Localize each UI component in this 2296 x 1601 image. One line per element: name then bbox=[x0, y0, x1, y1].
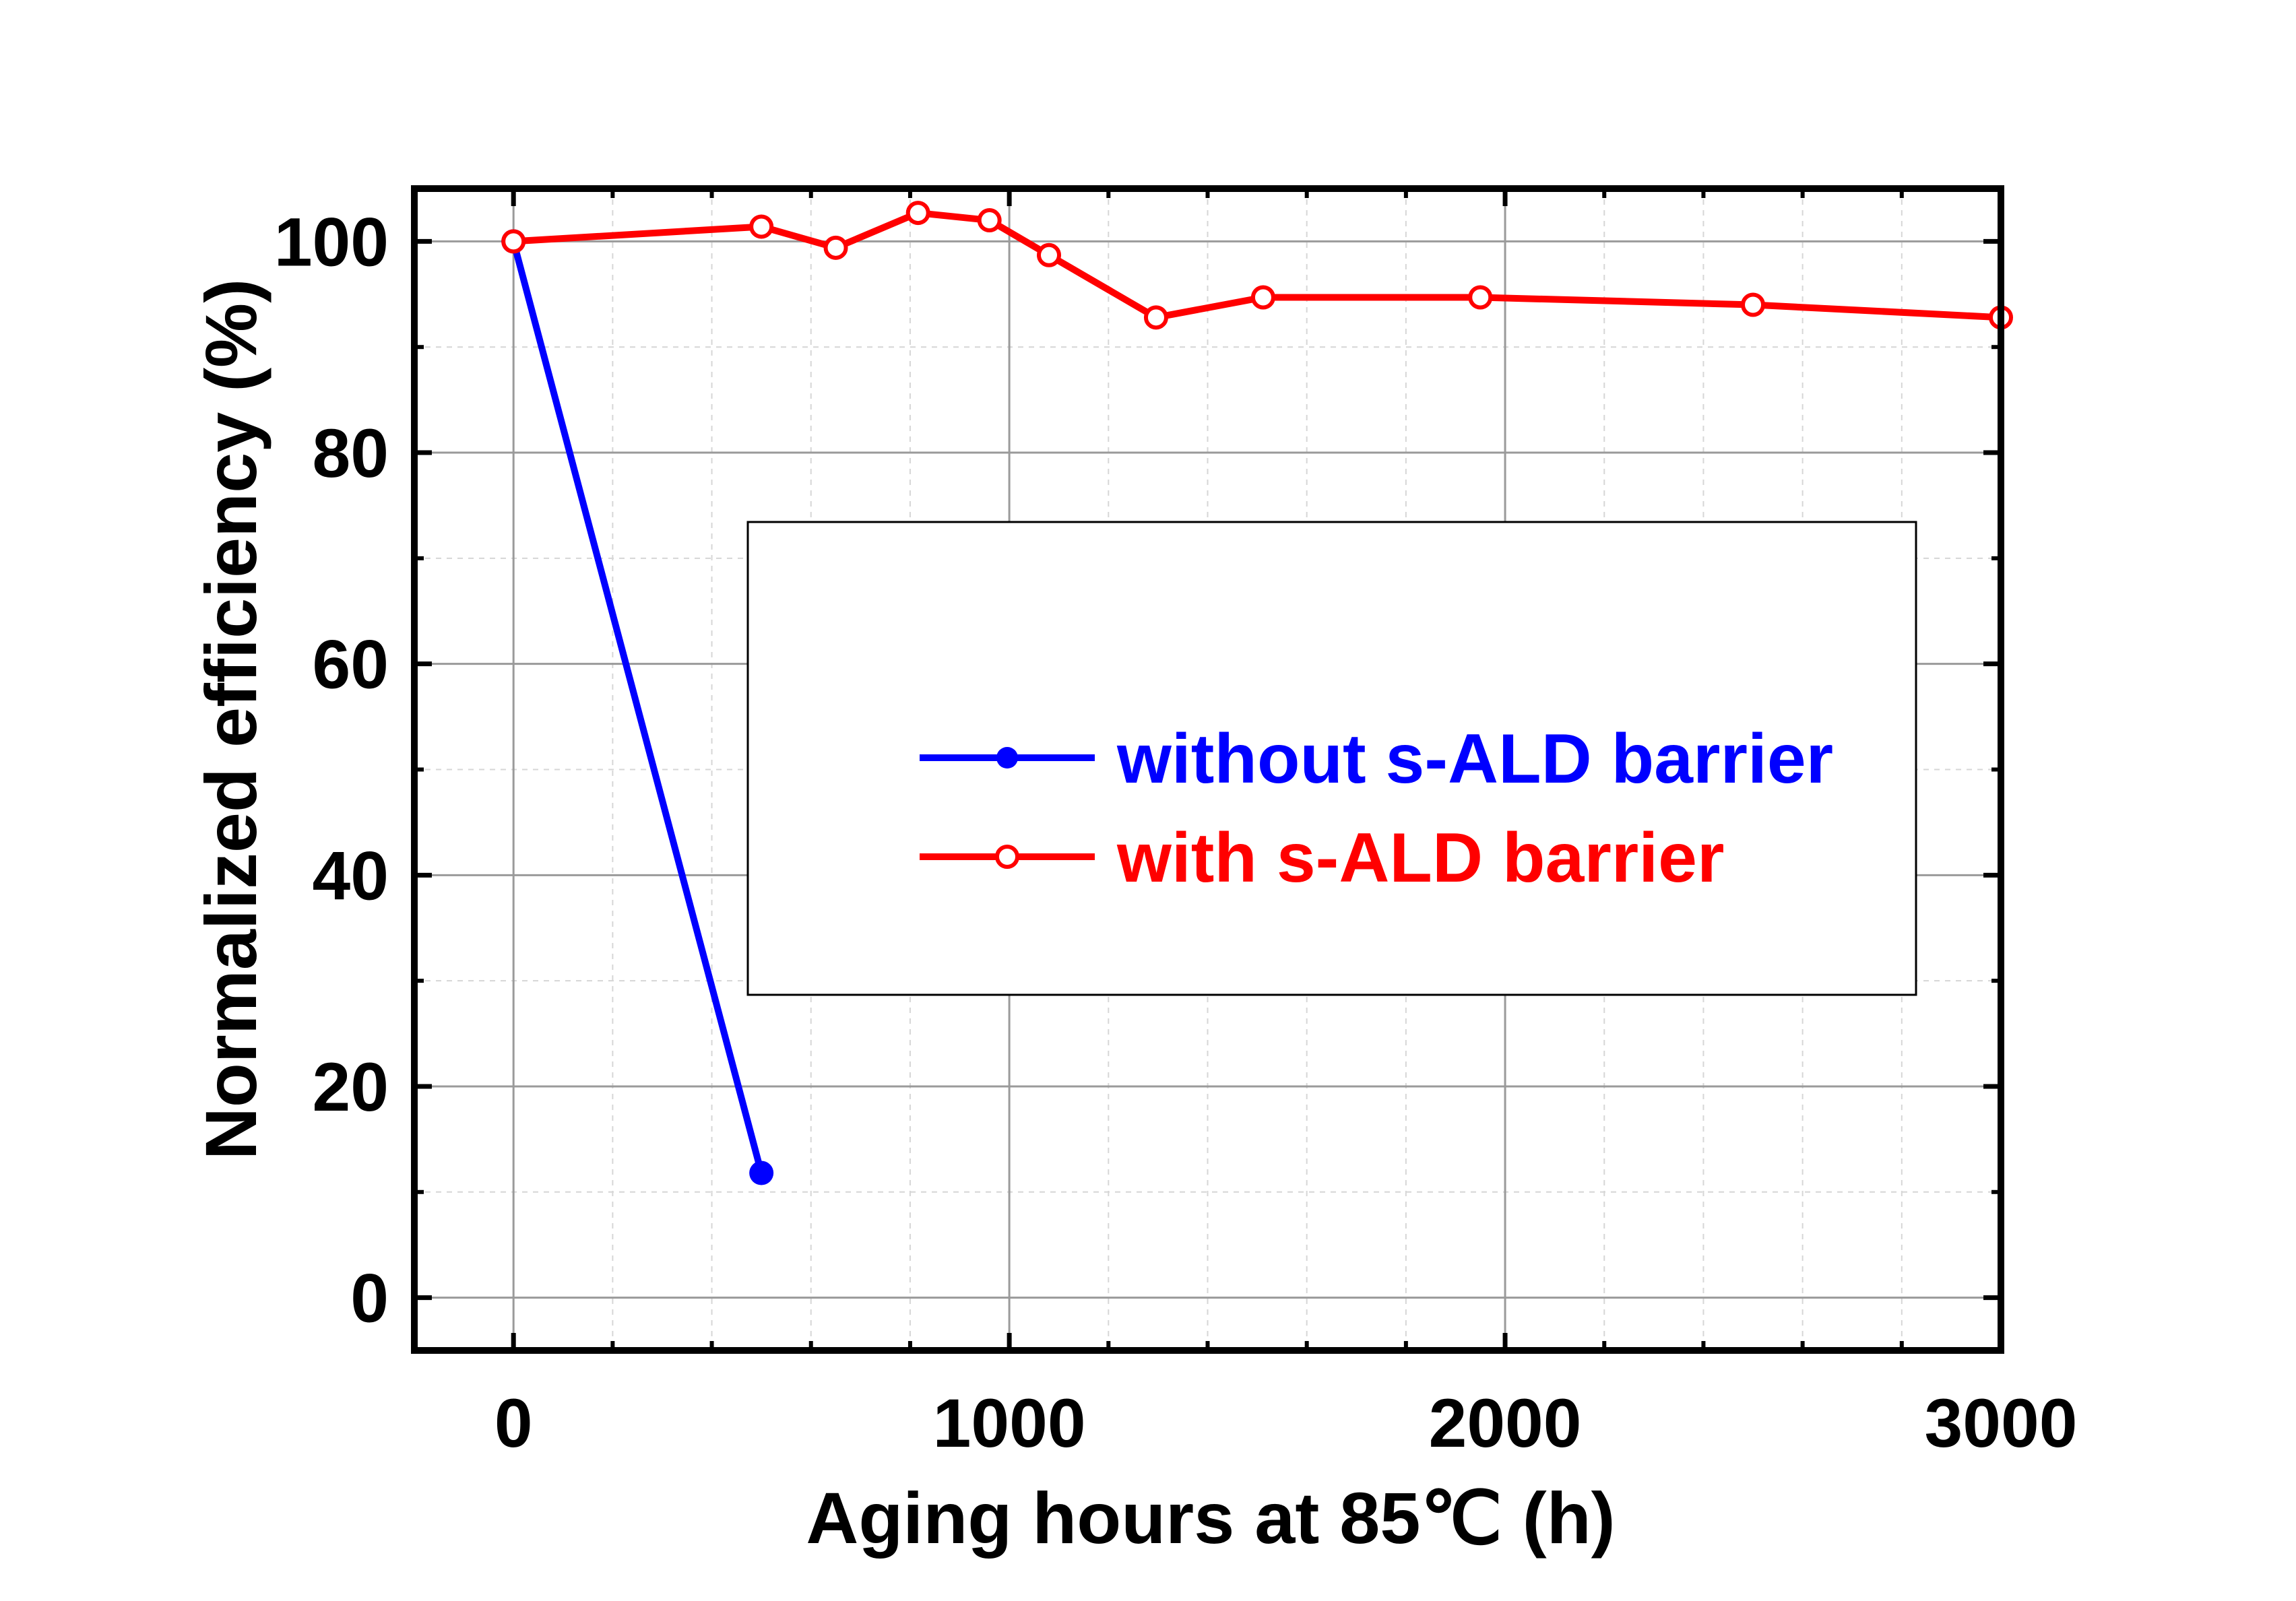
y-axis-title: Normalized efficiency (%) bbox=[190, 279, 272, 1160]
x-tick-label: 3000 bbox=[1925, 1385, 2078, 1462]
series-1-point bbox=[1143, 305, 1168, 330]
legend-marker-without bbox=[996, 747, 1018, 769]
y-tick-label: 0 bbox=[350, 1260, 389, 1337]
y-tick-label: 100 bbox=[274, 203, 389, 280]
y-tick-label: 60 bbox=[313, 626, 389, 703]
series-1-point bbox=[977, 208, 1002, 233]
legend-marker-with bbox=[995, 845, 1019, 869]
series-1-point bbox=[1250, 285, 1275, 310]
plot-frame bbox=[411, 185, 2004, 1354]
y-tick-label: 40 bbox=[313, 837, 389, 914]
series-1-point bbox=[749, 214, 774, 239]
series-1-point bbox=[905, 201, 930, 226]
series-1-point bbox=[1741, 292, 1766, 317]
x-tick-label: 2000 bbox=[1429, 1385, 1582, 1462]
legend-label-without: without s-ALD barrier bbox=[1116, 720, 1833, 798]
series-1-point bbox=[1037, 242, 1061, 267]
x-tick-label: 0 bbox=[495, 1385, 533, 1462]
series-1-point bbox=[501, 229, 526, 254]
x-axis-title: Aging hours at 85℃ (h) bbox=[806, 1477, 1615, 1559]
legend: without s-ALD barrier with s-ALD barrier bbox=[746, 521, 1917, 996]
series-group bbox=[501, 201, 2013, 1185]
y-tick-label: 20 bbox=[313, 1049, 389, 1125]
series-1-point bbox=[823, 235, 848, 260]
tick-labels: 0 1000 2000 3000 0 20 40 60 80 100 bbox=[274, 203, 2078, 1462]
x-tick-label: 1000 bbox=[933, 1385, 1086, 1462]
series-line-0 bbox=[510, 240, 765, 1174]
series-1-point bbox=[1468, 285, 1493, 310]
legend-label-with: with s-ALD barrier bbox=[1116, 819, 1724, 897]
y-tick-label: 80 bbox=[313, 415, 389, 492]
series-0-point bbox=[749, 1161, 774, 1185]
